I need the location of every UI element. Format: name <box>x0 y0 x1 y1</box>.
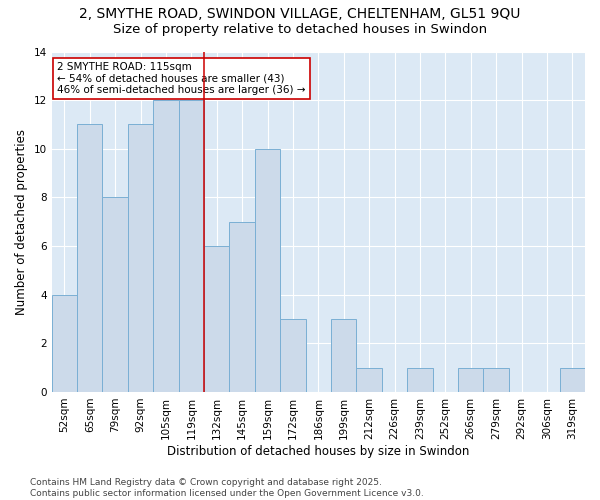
Bar <box>179 100 204 392</box>
Bar <box>255 149 280 392</box>
Bar <box>560 368 585 392</box>
Y-axis label: Number of detached properties: Number of detached properties <box>15 128 28 314</box>
Text: 2 SMYTHE ROAD: 115sqm
← 54% of detached houses are smaller (43)
46% of semi-deta: 2 SMYTHE ROAD: 115sqm ← 54% of detached … <box>57 62 305 95</box>
Bar <box>229 222 255 392</box>
Bar <box>331 319 356 392</box>
Bar <box>458 368 484 392</box>
Text: Size of property relative to detached houses in Swindon: Size of property relative to detached ho… <box>113 22 487 36</box>
Bar <box>204 246 229 392</box>
Bar <box>103 198 128 392</box>
Bar <box>77 124 103 392</box>
Bar <box>407 368 433 392</box>
X-axis label: Distribution of detached houses by size in Swindon: Distribution of detached houses by size … <box>167 444 470 458</box>
Bar <box>153 100 179 392</box>
Bar <box>128 124 153 392</box>
Text: 2, SMYTHE ROAD, SWINDON VILLAGE, CHELTENHAM, GL51 9QU: 2, SMYTHE ROAD, SWINDON VILLAGE, CHELTEN… <box>79 8 521 22</box>
Bar <box>280 319 305 392</box>
Text: Contains HM Land Registry data © Crown copyright and database right 2025.
Contai: Contains HM Land Registry data © Crown c… <box>30 478 424 498</box>
Bar <box>52 294 77 392</box>
Bar <box>356 368 382 392</box>
Bar <box>484 368 509 392</box>
